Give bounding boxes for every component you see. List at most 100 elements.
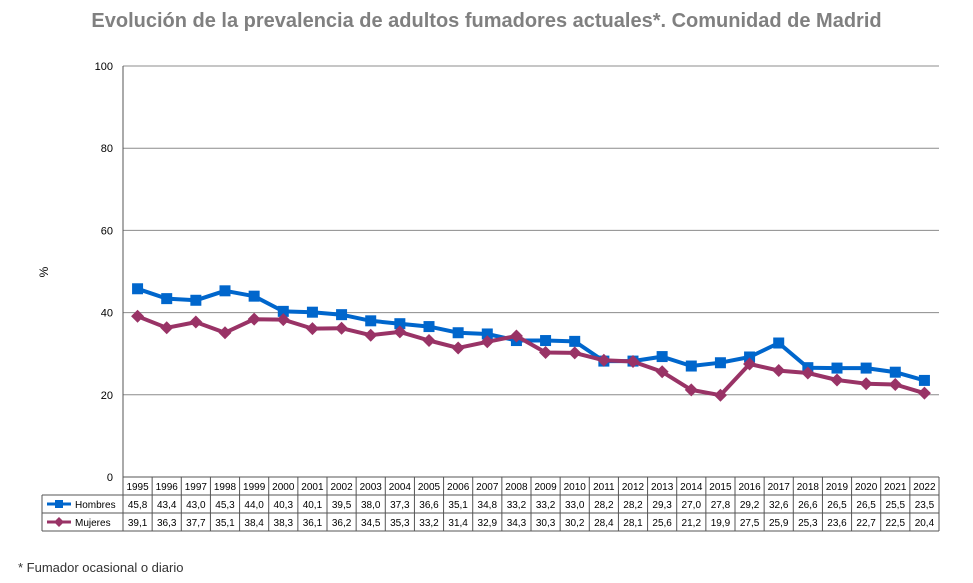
table-cell-value: 28,4 xyxy=(594,518,614,529)
table-cell-value: 36,6 xyxy=(419,500,439,511)
y-axis-label: % xyxy=(37,266,51,277)
data-point-mujeres xyxy=(539,345,553,359)
table-cell-value: 32,9 xyxy=(478,518,498,529)
data-point-hombres xyxy=(569,335,581,347)
data-point-hombres xyxy=(248,290,260,302)
table-cell-value: 32,6 xyxy=(769,500,789,511)
table-cell-value: 28,1 xyxy=(623,518,643,529)
x-tick-label: 2000 xyxy=(272,482,295,493)
x-tick-label: 2007 xyxy=(476,482,499,493)
legend-label: Mujeres xyxy=(75,518,111,529)
x-tick-label: 2008 xyxy=(505,482,528,493)
data-point-mujeres xyxy=(276,313,290,327)
table-cell-value: 38,4 xyxy=(244,518,264,529)
table-cell-value: 23,5 xyxy=(915,500,935,511)
data-point-hombres xyxy=(773,337,785,349)
y-tick-label: 60 xyxy=(101,225,113,237)
data-point-mujeres xyxy=(713,388,727,402)
table-cell-value: 27,8 xyxy=(711,500,731,511)
series-layer xyxy=(131,283,931,402)
table-cell-value: 40,1 xyxy=(303,500,323,511)
table-cell-value: 35,3 xyxy=(390,518,410,529)
footnote: * Fumador ocasional o diario xyxy=(18,560,184,575)
table-cell-value: 29,2 xyxy=(740,500,760,511)
table-cell-value: 33,2 xyxy=(419,518,439,529)
data-point-mujeres xyxy=(684,383,698,397)
chart-title: Evolución de la prevalencia de adultos f… xyxy=(91,10,882,32)
table-cell-value: 35,1 xyxy=(215,518,235,529)
data-point-mujeres xyxy=(247,312,261,326)
y-tick-label: 40 xyxy=(101,308,113,320)
table-cell-value: 26,5 xyxy=(856,500,876,511)
data-point-hombres xyxy=(132,283,144,295)
x-tick-label: 2010 xyxy=(564,482,587,493)
table-cell-value: 33,0 xyxy=(565,500,585,511)
legend-marker-mujeres xyxy=(54,517,64,527)
x-tick-label: 2016 xyxy=(738,482,761,493)
data-point-mujeres xyxy=(131,309,145,323)
table-cell-value: 20,4 xyxy=(915,518,935,529)
table-cell-value: 38,3 xyxy=(274,518,294,529)
x-tick-label: 2017 xyxy=(768,482,791,493)
x-tick-label: 2015 xyxy=(709,482,732,493)
table-cell-value: 28,2 xyxy=(623,500,643,511)
x-tick-label: 2012 xyxy=(622,482,645,493)
x-tick-label: 2001 xyxy=(301,482,324,493)
data-point-hombres xyxy=(918,374,930,386)
table-cell-value: 35,1 xyxy=(448,500,468,511)
data-point-mujeres xyxy=(335,321,349,335)
table-cell-value: 39,1 xyxy=(128,518,148,529)
x-tick-label: 2013 xyxy=(651,482,674,493)
x-tick-label: 2022 xyxy=(913,482,936,493)
data-point-mujeres xyxy=(160,321,174,335)
legend-marker-hombres xyxy=(55,500,63,508)
legend-label: Hombres xyxy=(75,500,116,511)
data-point-mujeres xyxy=(480,335,494,349)
table-cell-value: 23,6 xyxy=(827,518,847,529)
table-cell-value: 25,5 xyxy=(886,500,906,511)
data-point-hombres xyxy=(685,360,697,372)
x-tick-label: 1997 xyxy=(185,482,208,493)
grid-layer xyxy=(123,65,939,396)
table-cell-value: 27,5 xyxy=(740,518,760,529)
table-cell-value: 39,5 xyxy=(332,500,352,511)
data-point-mujeres xyxy=(568,346,582,360)
table-cell-value: 34,5 xyxy=(361,518,381,529)
y-tick-label: 20 xyxy=(101,390,113,402)
table-cell-value: 21,2 xyxy=(682,518,702,529)
data-point-hombres xyxy=(714,357,726,369)
x-tick-label: 2009 xyxy=(534,482,557,493)
x-tick-label: 2014 xyxy=(680,482,703,493)
data-point-hombres xyxy=(889,366,901,378)
data-point-mujeres xyxy=(743,357,757,371)
series-line-mujeres xyxy=(136,314,925,398)
series-line-hombres xyxy=(136,286,925,383)
table-cell-value: 45,3 xyxy=(215,500,235,511)
data-point-mujeres xyxy=(772,364,786,378)
data-point-mujeres xyxy=(509,329,523,343)
data-point-mujeres xyxy=(218,326,232,340)
x-tick-label: 1998 xyxy=(214,482,237,493)
data-point-mujeres xyxy=(189,315,203,329)
data-point-mujeres xyxy=(859,377,873,391)
data-point-hombres xyxy=(860,362,872,374)
x-tick-label: 1996 xyxy=(156,482,179,493)
data-point-hombres xyxy=(277,305,289,317)
table-cell-value: 36,2 xyxy=(332,518,352,529)
x-tick-label: 2020 xyxy=(855,482,878,493)
y-tick-label: 80 xyxy=(101,143,113,155)
table-cell-value: 31,4 xyxy=(448,518,468,529)
table-cell-value: 43,0 xyxy=(186,500,206,511)
table-cell-value: 25,3 xyxy=(798,518,818,529)
x-tick-label: 1999 xyxy=(243,482,266,493)
data-point-hombres xyxy=(831,362,843,374)
table-cell-value: 26,5 xyxy=(827,500,847,511)
x-tick-label: 2004 xyxy=(389,482,412,493)
table-cell-value: 34,8 xyxy=(478,500,498,511)
table-cell-value: 36,3 xyxy=(157,518,177,529)
data-point-mujeres xyxy=(801,366,815,380)
table-cell-value: 37,3 xyxy=(390,500,410,511)
table-cell-value: 38,0 xyxy=(361,500,381,511)
table-cell-value: 30,2 xyxy=(565,518,585,529)
table-cell-value: 29,3 xyxy=(652,500,672,511)
